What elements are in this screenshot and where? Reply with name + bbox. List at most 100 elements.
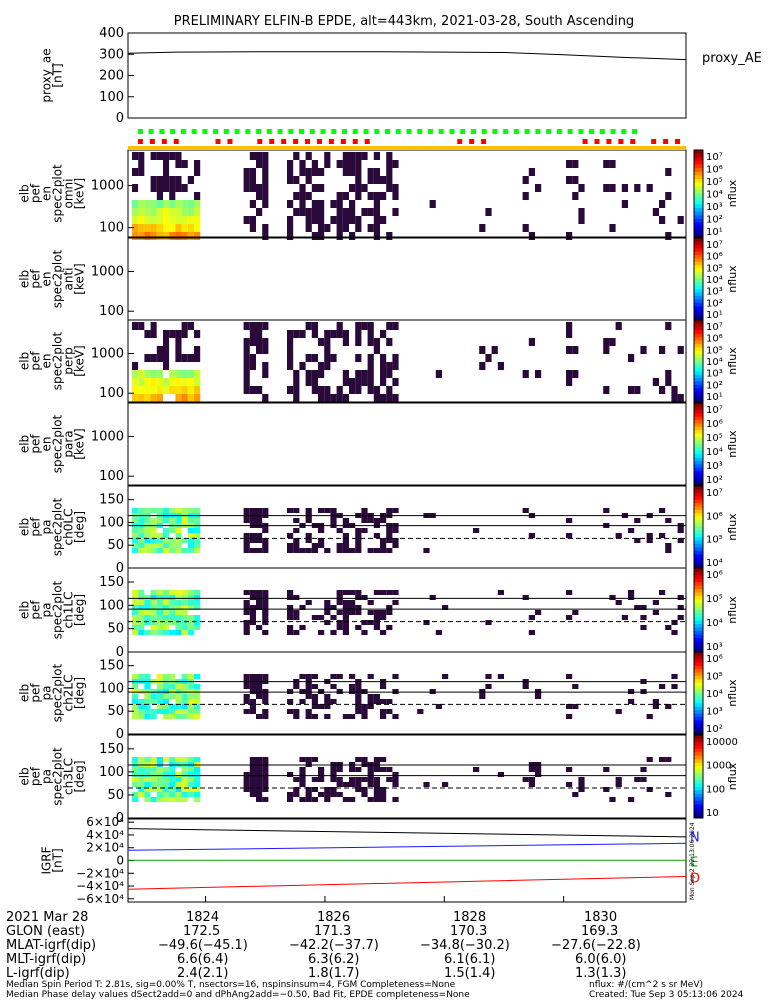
status-red (594, 139, 600, 144)
ytick-label: 1000 (91, 347, 124, 362)
panel-en_omni: 1000 100 elbpefenspec2plotomni[keV] (18, 149, 687, 240)
colorbar-frame (693, 734, 704, 819)
colorbar-tick: 10⁶ (706, 570, 723, 581)
status-red (675, 139, 681, 144)
ytick-label: 4×10⁴ (86, 828, 124, 842)
colorbar-tick: 10⁶ (706, 334, 723, 345)
status-green (223, 129, 229, 134)
colorbar-tick: 10⁴ (706, 447, 723, 458)
eph-c0-time: 1824 (186, 910, 220, 925)
heatmap-cells (132, 590, 684, 635)
colorbar-tick: 1000 (706, 761, 731, 772)
status-green (374, 129, 380, 134)
status-green (578, 129, 584, 134)
status-green (277, 129, 283, 134)
status-bars (128, 129, 686, 150)
ytick-label: 50 (107, 788, 124, 803)
status-green (546, 129, 552, 134)
panel-en_para: 1000 100 elbpefenspec2plotpara[keV] (18, 402, 687, 486)
colorbar-tick: 10⁵ (706, 535, 723, 546)
ytick-label: 50 (107, 622, 124, 637)
colorbar-tick: 10⁵ (706, 433, 723, 444)
eph-c1-mlat: −42.2(−37.7) (289, 938, 379, 953)
heatmap-cells (132, 674, 678, 719)
status-red (137, 139, 143, 144)
ytick-label: 100 (99, 681, 124, 696)
status-green (331, 129, 337, 134)
colorbar-tick: 10⁵ (706, 672, 723, 683)
heatmap-cells (132, 757, 672, 802)
status-red (281, 139, 287, 144)
status-green (266, 129, 272, 134)
colorbar-tick: 10⁴ (706, 357, 723, 368)
series-line-N (127, 842, 687, 851)
colorbar-tick: 10⁷ (706, 152, 723, 163)
status-green (470, 129, 476, 134)
eph-label-mlat: MLAT-igrf(dip) (6, 938, 97, 953)
ytick-label: 2×10⁴ (86, 841, 124, 855)
colorbar-tick: 10¹ (706, 310, 723, 321)
ytick-label: 150 (99, 493, 124, 508)
colorbar-tick: 10⁷ (706, 405, 723, 416)
status-red (481, 139, 487, 144)
colorbar-tick: 10⁵ (706, 263, 723, 274)
status-green (438, 129, 444, 134)
eph-c0-glon: 172.5 (183, 924, 221, 939)
colorbar-tick: 10⁵ (706, 177, 723, 188)
colorbar-pa_ch1: 10⁶ 10⁵ 10⁴ 10³ nflux (693, 567, 739, 653)
ytick-label: 0 (116, 645, 124, 660)
status-green (213, 129, 219, 134)
status-green (191, 129, 197, 134)
eph-c3-l: 1.3(1.3) (575, 966, 627, 981)
colorbar-tick: 10³ (706, 707, 723, 718)
status-green (503, 129, 509, 134)
status-green (427, 129, 433, 134)
status-green (449, 129, 455, 134)
colorbar-frame (693, 651, 704, 735)
status-red (257, 139, 263, 144)
panel-frame (127, 32, 687, 119)
status-green (406, 129, 412, 134)
ytick-label: 0 (116, 854, 124, 868)
status-green (535, 129, 541, 134)
colorbar-tick: 10⁶ (706, 165, 723, 176)
eph-c2-time: 1828 (453, 910, 487, 925)
eph-c3-mlat: −27.6(−22.8) (551, 938, 641, 953)
series-line-0 (127, 51, 687, 61)
ylabel: elbpefenspec2plotperp[keV] (18, 331, 87, 390)
colorbar-frame (693, 402, 704, 486)
status-green (417, 129, 423, 134)
status-green (288, 129, 294, 134)
ytick-label: 100 (99, 598, 124, 613)
series-label-N: N (690, 830, 700, 845)
plot-title: PRELIMINARY ELFIN-B EPDE, alt=443km, 202… (174, 14, 634, 29)
ytick-label: 1000 (91, 179, 124, 194)
status-green (299, 129, 305, 134)
status-red (364, 139, 370, 144)
colorbar-label: nflux (726, 265, 739, 293)
eph-c2-mlat: −34.8(−30.2) (420, 938, 510, 953)
status-green (460, 129, 466, 134)
panels: 4003002001000proxy_ae[nT]proxy_AE1000100… (18, 26, 762, 906)
status-red (457, 139, 463, 144)
ytick-label: −6×10⁴ (76, 892, 124, 906)
panel-frame (127, 237, 687, 321)
ytick-label: 100 (99, 765, 124, 780)
status-green (320, 129, 326, 134)
status-green (492, 129, 498, 134)
status-green (385, 129, 391, 134)
colorbar-tick: 10⁵ (706, 345, 723, 356)
ytick-label: 200 (99, 69, 124, 84)
colorbar-tick: 10000 (706, 737, 738, 748)
status-green (245, 129, 251, 134)
footer-units: nflux: #/(cm^2 s sr MeV) (589, 980, 703, 990)
colorbar-pa_ch3: 10000 1000 100 10 nflux (693, 734, 739, 819)
ytick-label: −4×10⁴ (76, 879, 124, 893)
status-green (148, 129, 154, 134)
ylabel: elbpefenspec2plotomni[keV] (18, 164, 87, 223)
panel-proxy_ae: 400 300 200 100 0 proxy_ae[nT] proxy_AE (40, 26, 762, 126)
